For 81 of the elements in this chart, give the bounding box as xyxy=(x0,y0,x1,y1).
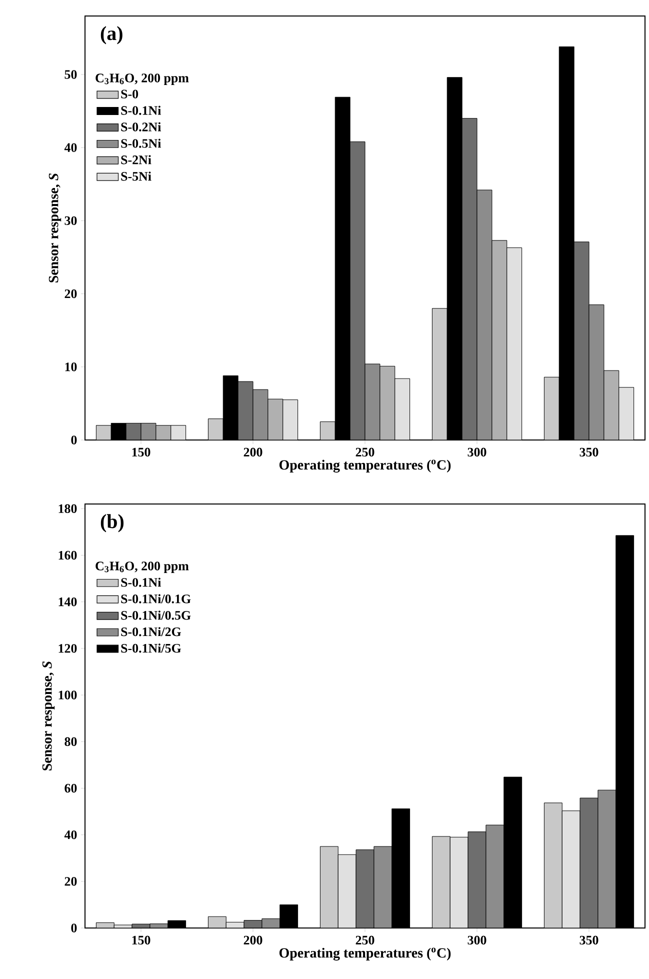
x-tick-label: 150 xyxy=(132,448,150,457)
bar xyxy=(96,425,112,440)
bar xyxy=(208,418,224,440)
legend-label: S-0.1Ni/0.1G xyxy=(121,594,191,604)
x-tick-label: 200 xyxy=(244,448,262,457)
x-tick-label: 300 xyxy=(468,936,486,945)
bar xyxy=(462,118,478,440)
legend-label: S-2Ni xyxy=(121,155,152,164)
x-axis-title: Operating temperatures ($^{o}$C) xyxy=(279,460,451,473)
y-tick-label: 10 xyxy=(65,362,77,372)
bar xyxy=(618,387,634,440)
bar xyxy=(486,825,504,928)
bar xyxy=(580,798,598,928)
bar xyxy=(364,364,380,440)
bar xyxy=(468,832,486,928)
y-tick-label: 120 xyxy=(58,644,77,653)
bar xyxy=(574,242,590,440)
bar xyxy=(598,790,616,928)
bar xyxy=(350,141,366,440)
y-tick-label: 100 xyxy=(58,690,77,700)
y-tick-label: 0 xyxy=(71,924,77,932)
y-tick-label: 60 xyxy=(64,784,77,793)
legend-title: C$_{3}$H$_{6}$O, 200 ppm xyxy=(96,562,189,573)
bar xyxy=(394,378,410,440)
bar xyxy=(356,850,374,928)
bar xyxy=(562,810,580,928)
y-tick-label: 40 xyxy=(64,143,77,152)
bar xyxy=(320,421,336,440)
legend-label: S-0.1Ni xyxy=(121,578,162,587)
bar xyxy=(506,247,522,440)
y-tick-label: 30 xyxy=(64,216,77,226)
bar xyxy=(476,190,492,440)
bar xyxy=(604,370,620,440)
bar xyxy=(374,846,392,928)
x-tick-label: 250 xyxy=(356,448,374,457)
y-tick-label: 50 xyxy=(64,70,77,79)
bar xyxy=(338,854,356,928)
legend-label: S-0.1Ni/0.5G xyxy=(121,610,191,620)
bar xyxy=(432,836,450,928)
y-axis-title: Sensor response, S xyxy=(48,173,62,282)
bar xyxy=(380,366,396,440)
bar xyxy=(282,400,298,440)
legend-label: S-0.1Ni xyxy=(121,106,162,115)
y-tick-label: 20 xyxy=(64,877,77,886)
legend-label: S-0 xyxy=(121,90,138,98)
chart-title: (b) xyxy=(100,514,124,532)
y-tick-label: 0 xyxy=(71,436,77,444)
bar xyxy=(544,376,560,440)
bar xyxy=(156,425,171,440)
bar xyxy=(492,240,508,440)
legend-label: S-0.5Ni xyxy=(121,138,162,148)
bar xyxy=(432,308,448,440)
bar xyxy=(208,916,226,928)
chart-title: (a) xyxy=(100,26,122,44)
legend-title: C$_{3}$H$_{6}$O, 200 ppm xyxy=(96,74,189,85)
y-tick-label: 140 xyxy=(58,597,77,606)
y-tick-label: 20 xyxy=(64,289,77,298)
x-tick-label: 200 xyxy=(244,936,262,945)
bar xyxy=(320,846,338,928)
bar xyxy=(170,425,186,440)
x-tick-label: 350 xyxy=(580,448,598,457)
x-axis-title: Operating temperatures ($^{o}$C) xyxy=(279,948,451,961)
legend-label: S-0.2Ni xyxy=(121,122,162,132)
x-tick-label: 350 xyxy=(580,936,598,945)
bar xyxy=(450,837,468,928)
y-tick-label: 180 xyxy=(58,504,77,514)
y-tick-label: 80 xyxy=(64,737,77,746)
bar xyxy=(268,398,284,440)
x-tick-label: 150 xyxy=(132,936,150,945)
bar xyxy=(544,802,562,928)
legend-label: S-5Ni xyxy=(121,172,152,181)
bar xyxy=(588,304,604,440)
x-tick-label: 250 xyxy=(356,936,374,945)
legend-label: S-0.1Ni/5G xyxy=(121,644,181,653)
y-tick-label: 40 xyxy=(64,830,77,840)
x-tick-label: 300 xyxy=(468,448,486,457)
y-tick-label: 160 xyxy=(58,550,77,560)
bar xyxy=(252,389,268,440)
legend-label: S-0.1Ni/2G xyxy=(121,627,181,636)
bar xyxy=(238,381,254,440)
y-axis-title: Sensor response, S xyxy=(42,661,55,770)
